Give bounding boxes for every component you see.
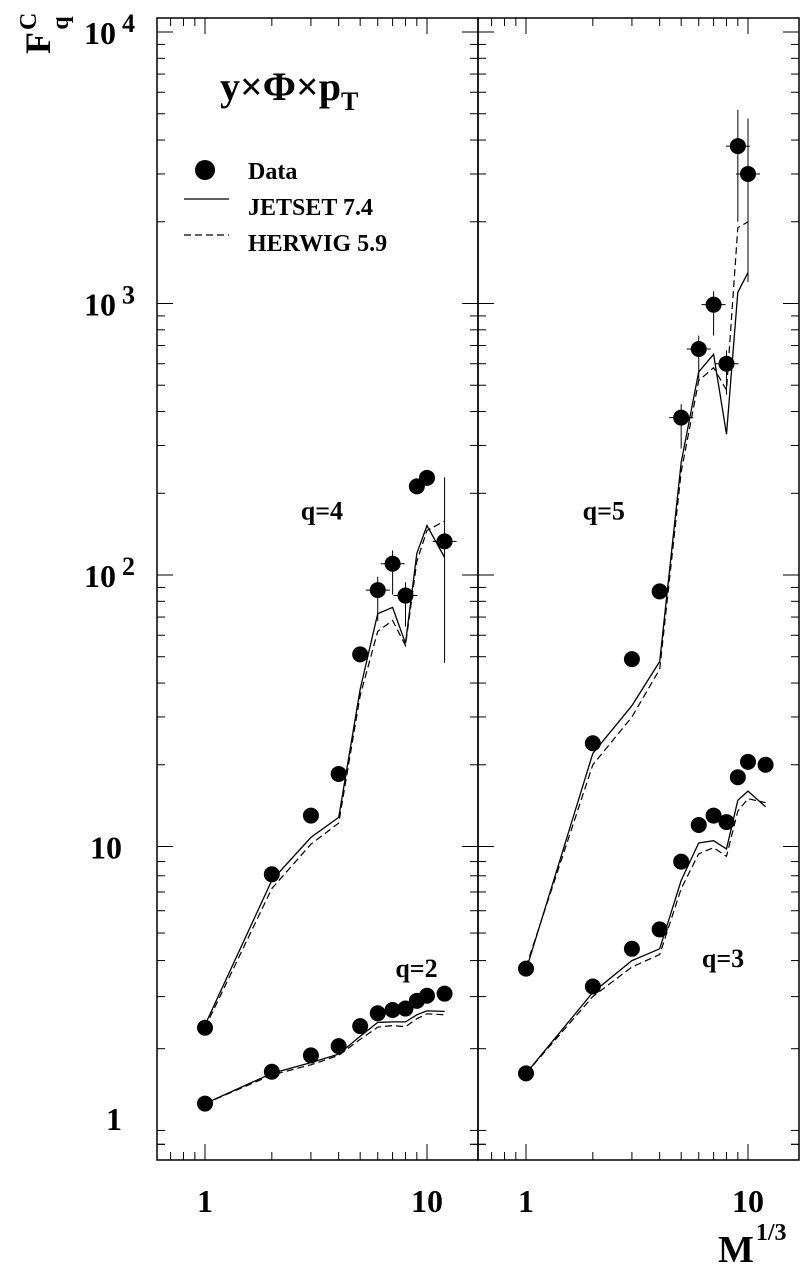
y-tick-label-base: 10 <box>84 15 116 51</box>
legend-label: JETSET 7.4 <box>248 195 373 221</box>
series-herwig-q=2 <box>204 1013 445 1105</box>
panel-frame-2 <box>477 17 800 1161</box>
data-point-q=2 <box>197 1095 213 1112</box>
series-jetset-q=2 <box>204 1010 445 1105</box>
data-point-q=5 <box>718 355 735 372</box>
data-point-q=4 <box>419 469 435 486</box>
group-label: q=3 <box>702 944 744 973</box>
series-herwig-q=4 <box>204 520 445 1028</box>
series-herwig-q=5 <box>525 221 749 968</box>
x-tick-label: 10 <box>411 1183 443 1219</box>
legend-label: HERWIG 5.9 <box>248 231 387 257</box>
data-point-q=3 <box>690 817 707 834</box>
data-point-q=4 <box>197 1019 213 1036</box>
data-point-q=5 <box>673 409 690 426</box>
y-tick-label: 1 <box>106 1101 122 1137</box>
x-axis-label-sup: 1/3 <box>756 1220 787 1246</box>
data-point-q=5 <box>740 165 756 182</box>
data-point-q=4 <box>330 765 347 782</box>
data-point-q=4 <box>384 555 401 572</box>
data-point-q=4 <box>352 646 369 663</box>
data-point-q=2 <box>263 1063 280 1080</box>
group-label: q=4 <box>301 497 343 526</box>
data-point-q=2 <box>397 1000 414 1017</box>
data-point-q=2 <box>436 985 453 1002</box>
data-point-q=3 <box>718 814 735 831</box>
data-point-q=3 <box>705 807 722 824</box>
data-point-q=4 <box>263 866 280 883</box>
y-tick-label-base: 10 <box>84 287 116 323</box>
y-tick-label-exponent: 4 <box>122 9 135 38</box>
data-point-q=2 <box>384 1001 401 1018</box>
chart-title-sub: T <box>341 87 358 116</box>
y-tick-label-base: 10 <box>90 830 122 866</box>
data-point-q=5 <box>705 296 722 313</box>
legend-marker-data <box>195 160 215 180</box>
chart-title-main: y×Φ×p <box>220 64 341 109</box>
data-point-q=5 <box>518 960 534 977</box>
series-layer <box>204 221 767 1105</box>
y-axis-label-sub: q <box>48 16 74 30</box>
y-tick-label-base: 10 <box>84 558 116 594</box>
data-point-q=2 <box>330 1038 347 1055</box>
x-tick-label: 10 <box>732 1183 764 1219</box>
legend-label: Data <box>248 159 297 185</box>
y-tick-label: 10 3 <box>84 281 135 323</box>
y-tick-label: 10 <box>90 830 122 866</box>
data-point-q=4 <box>369 582 386 599</box>
data-point-q=3 <box>651 921 668 938</box>
group-label: q=2 <box>395 954 437 983</box>
data-point-q=5 <box>651 583 668 600</box>
tick-layer <box>157 18 799 1160</box>
x-tick-label: 1 <box>518 1183 534 1219</box>
data-point-q=3 <box>673 853 690 870</box>
data-point-q=5 <box>729 138 746 155</box>
series-jetset-q=3 <box>525 790 767 1074</box>
data-point-q=3 <box>584 978 601 995</box>
data-point-q=2 <box>419 987 435 1004</box>
y-axis-label: FC q <box>16 13 74 54</box>
data-point-q=5 <box>584 735 601 752</box>
x-axis-label-main: M <box>718 1229 754 1271</box>
y-tick-label-exponent: 2 <box>122 552 135 581</box>
series-herwig-q=3 <box>525 798 766 1074</box>
data-point-q=3 <box>740 753 756 770</box>
y-axis-label-main: F <box>18 32 58 54</box>
chart-title: y×Φ×pT <box>220 64 358 116</box>
data-point-q=4 <box>397 587 414 604</box>
data-point-q=3 <box>623 940 640 957</box>
data-point-q=4 <box>302 807 319 824</box>
y-tick-label-exponent: 3 <box>122 281 135 310</box>
y-tick-label: 10 2 <box>84 552 135 594</box>
y-axis-label-sup: C <box>16 13 42 30</box>
data-point-q=5 <box>623 651 640 668</box>
y-tick-label: 10 4 <box>84 9 135 51</box>
data-point-q=2 <box>352 1018 369 1035</box>
legend-layer: Data JETSET 7.4 HERWIG 5.9 <box>184 159 387 257</box>
data-point-q=3 <box>729 769 746 786</box>
data-point-q=4 <box>436 533 453 550</box>
x-axis-label: M1/3 <box>718 1220 787 1271</box>
frame-layer <box>156 17 800 1161</box>
data-point-q=5 <box>690 340 707 357</box>
group-label: q=5 <box>583 497 625 526</box>
series-jetset-q=5 <box>525 272 749 971</box>
data-point-q=2 <box>302 1047 319 1064</box>
data-point-q=3 <box>518 1065 534 1082</box>
x-tick-label: 1 <box>197 1183 213 1219</box>
marker-layer <box>197 109 774 1112</box>
y-tick-label-base: 1 <box>106 1101 122 1137</box>
data-point-q=3 <box>757 756 774 773</box>
data-point-q=2 <box>369 1005 386 1022</box>
